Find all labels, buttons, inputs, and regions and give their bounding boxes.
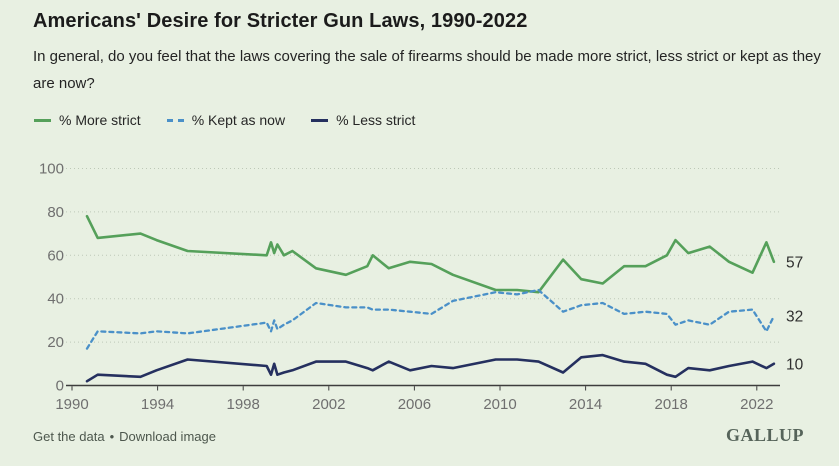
series-end-label: 10 [786, 356, 804, 373]
series-end-label: 57 [786, 254, 803, 271]
series-line--less-strict [85, 353, 776, 383]
y-tick-label: 80 [47, 204, 64, 221]
legend-swatch-less-strict-icon [311, 119, 329, 122]
x-tick-label: 1994 [141, 396, 174, 413]
chart-area: 0 20 40 60 80 100 1990 1994 1998 2002 2006 2010 2014… [0, 150, 839, 435]
x-tick-label: 2010 [483, 396, 516, 413]
legend-swatch-kept-as-now-icon [166, 119, 184, 122]
x-tick-label: 2018 [655, 396, 688, 413]
legend-swatch-more-strict-icon [34, 119, 51, 122]
download-image-link[interactable]: Download image [119, 429, 216, 444]
x-tick-label: 1990 [55, 396, 88, 413]
x-tick-label: 2006 [398, 396, 431, 413]
legend: % More strict % Kept as now % Less stric… [34, 112, 415, 128]
x-tick-label: 1998 [227, 396, 260, 413]
y-tick-label: 60 [47, 247, 64, 264]
gallup-logo: GALLUP [725, 425, 804, 445]
y-tick-label: 20 [47, 334, 64, 351]
x-tick-label: 2014 [569, 396, 602, 413]
legend-item-more-strict: % More strict [34, 112, 141, 128]
legend-label-kept-as-now: % Kept as now [191, 112, 286, 128]
get-the-data-link[interactable]: Get the data [33, 429, 105, 444]
chart-title: Americans' Desire for Stricter Gun Laws,… [33, 10, 528, 32]
x-tick-label: 2022 [740, 396, 773, 413]
series-line--more-strict [85, 214, 776, 294]
y-tick-label: 40 [47, 291, 64, 308]
footer-separator: • [109, 429, 115, 444]
legend-label-more-strict: % More strict [59, 112, 141, 128]
legend-item-kept-as-now: % Kept as now [166, 112, 286, 128]
chart-subtitle: In general, do you feel that the laws co… [33, 48, 821, 92]
footer: Get the data • Download image GALLUP [33, 425, 804, 446]
y-tick-label: 0 [56, 378, 64, 395]
legend-label-less-strict: % Less strict [336, 112, 416, 128]
series-end-label: 32 [786, 309, 803, 326]
y-tick-label: 100 [39, 161, 64, 178]
footer-links: Get the data • Download image [33, 429, 216, 444]
gun-laws-trend-chart: 0 20 40 60 80 100 1990 1994 1998 2002 2006 2010 2014… [39, 161, 804, 414]
x-tick-label: 2002 [312, 396, 345, 413]
series-line--kept-as-now [85, 288, 776, 350]
legend-item-less-strict: % Less strict [311, 112, 415, 128]
